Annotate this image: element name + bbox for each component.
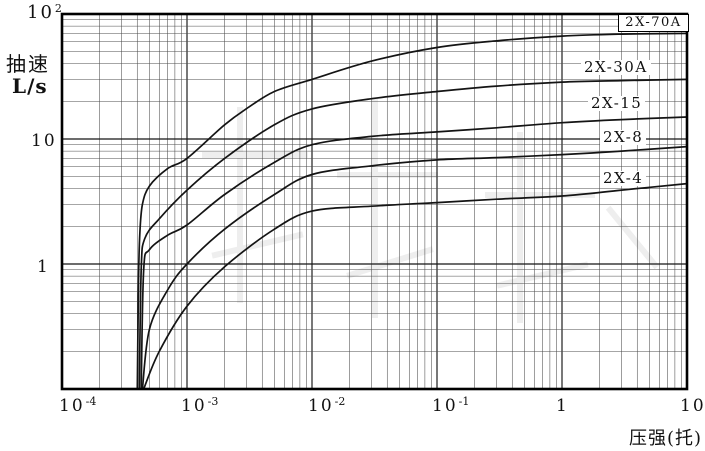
y-tick-10: 10 xyxy=(31,130,58,151)
curve-2x-30a xyxy=(138,78,688,390)
y-tick-10-base: 10 xyxy=(31,131,57,151)
curve-label-2x-70a: 2X-70A xyxy=(618,14,689,32)
curve-label-2x-4: 2X-4 xyxy=(600,171,647,186)
curve-2x-8 xyxy=(141,145,688,390)
curve-2x-4 xyxy=(142,182,688,390)
y-tick-100-base: 10 xyxy=(27,2,54,23)
x-tick-1: 1 xyxy=(556,396,569,416)
x-tick-1e-4: 10-4 xyxy=(59,395,97,416)
y-tick-1: 1 xyxy=(37,256,51,277)
x-tick-10: 10 xyxy=(680,396,705,416)
x-tick-1e-2: 10-2 xyxy=(308,395,346,416)
y-tick-100: 102 xyxy=(27,2,62,23)
plot-border xyxy=(60,12,689,391)
curve-label-2x-15: 2X-15 xyxy=(588,96,646,111)
curve-2x-15 xyxy=(140,116,688,390)
y-axis-title: 抽速 xyxy=(6,52,50,76)
y-axis-unit: L/s xyxy=(12,74,48,98)
y-tick-100-exp: 2 xyxy=(54,2,62,15)
y-tick-1-base: 1 xyxy=(37,257,50,277)
curve-label-2x-30a: 2X-30A xyxy=(581,60,651,75)
x-tick-1e-3: 10-3 xyxy=(181,395,219,416)
x-axis-title: 压强(托) xyxy=(629,428,703,449)
x-tick-1e-1: 10-1 xyxy=(432,395,470,416)
curves xyxy=(136,32,688,390)
curve-label-2x-8: 2X-8 xyxy=(600,130,647,145)
curve-2x-70a xyxy=(136,32,688,390)
